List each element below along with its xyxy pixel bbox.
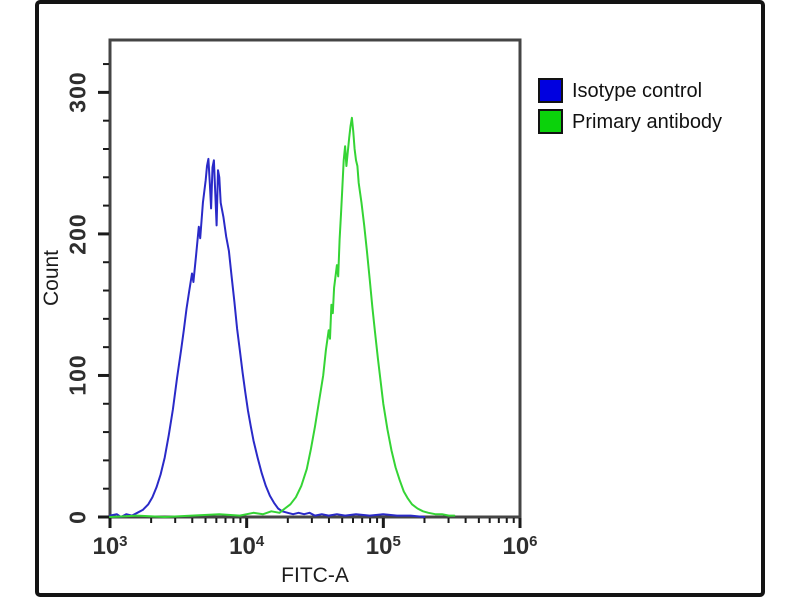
x-tick-label-10e5: 105 [365,533,401,560]
y-axis-title: Count [40,249,63,307]
figure-border-frame: 0 100 200 300 103 104 105 106 Count FITC-A Isot… [35,0,765,597]
isotype-control-label: Isotype control [572,79,703,102]
isotype-control-curve [109,157,426,518]
y-tick-label-300: 300 [64,71,91,114]
primary-antibody-swatch [538,109,563,134]
x-tick-label-10e4: 104 [229,533,265,560]
y-tick-label-200: 200 [64,213,91,255]
primary-antibody-label: Primary antibody [572,110,723,133]
x-tick-label-10e6: 106 [502,533,538,560]
isotype-control-swatch [538,78,563,103]
plot-frame [108,38,522,519]
legend: Isotype control Primary antibody [538,77,722,139]
x-tick-label-10e3: 103 [92,533,128,560]
y-tick-label-100: 100 [64,354,91,397]
legend-item-primary-antibody: Primary antibody [538,108,722,135]
y-tick-label-0: 0 [64,510,91,524]
primary-antibody-curve [109,116,456,518]
flow-cytometry-histogram [98,38,522,528]
legend-item-isotype-control: Isotype control [538,77,722,104]
x-axis-title: FITC-A [281,564,349,587]
